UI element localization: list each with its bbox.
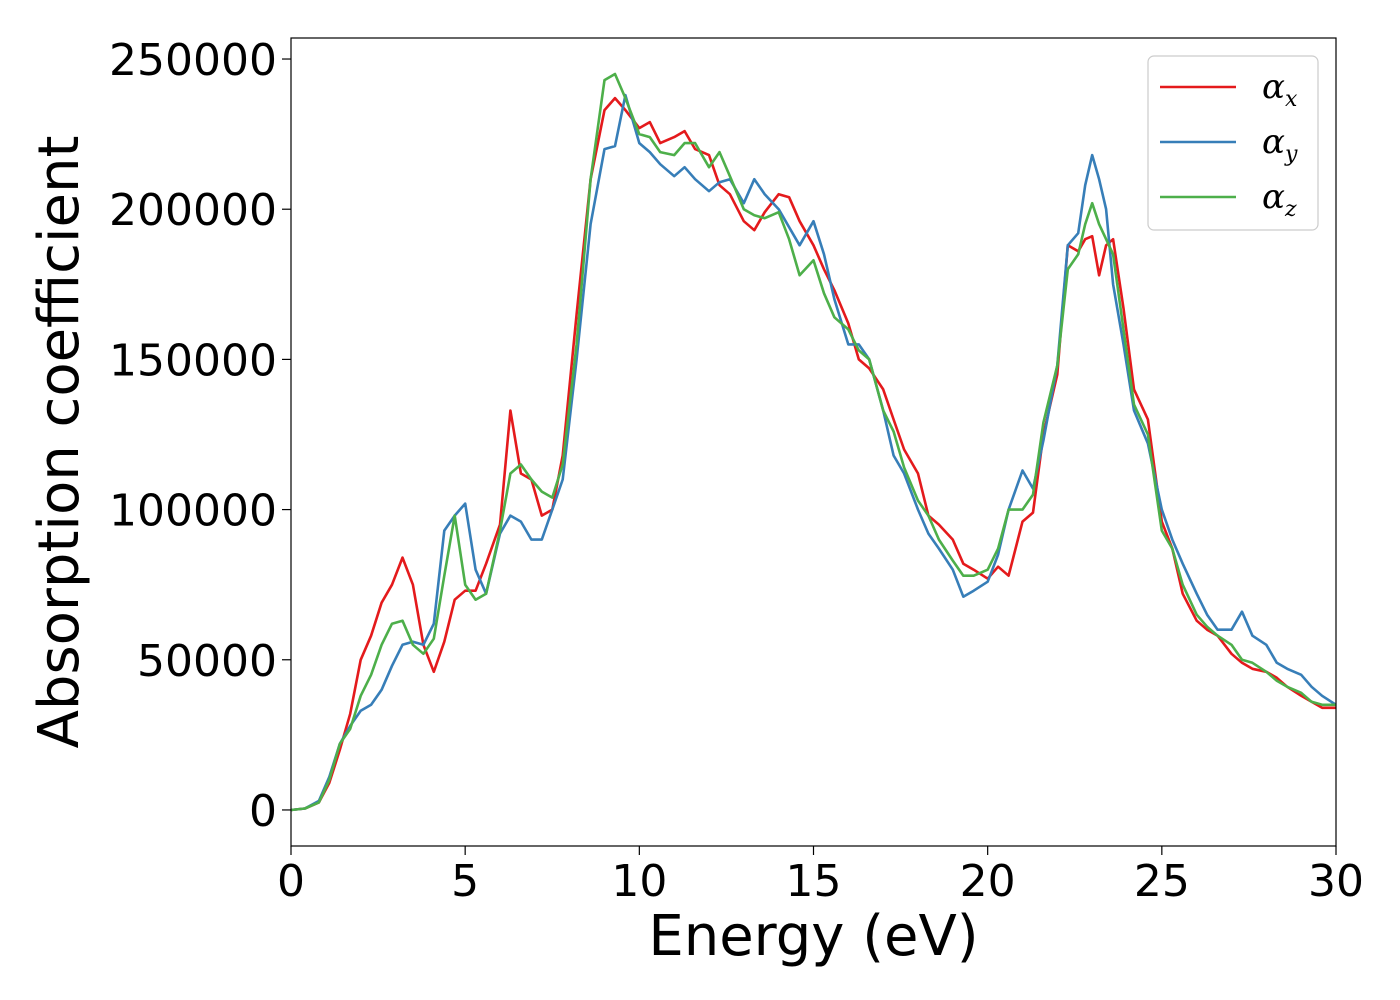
y-tick-label: 100000 xyxy=(109,486,277,537)
y-axis-ticks: 0 50000 100000 150000 200000 250000 xyxy=(109,35,291,837)
x-tick-label: 15 xyxy=(786,856,842,907)
series-lines xyxy=(291,72,1336,812)
x-tick-label: 0 xyxy=(277,856,305,907)
y-tick-label: 150000 xyxy=(109,335,277,386)
x-tick-label: 10 xyxy=(611,856,667,907)
x-axis-title: Energy (eV) xyxy=(648,904,978,969)
legend-label-y: αy xyxy=(1262,122,1298,167)
x-tick-label: 30 xyxy=(1308,856,1364,907)
y-tick-label: 200000 xyxy=(109,185,277,236)
y-tick-label: 250000 xyxy=(109,35,277,86)
x-tick-label: 5 xyxy=(451,856,479,907)
series-line-z xyxy=(291,72,1336,812)
x-tick-label: 20 xyxy=(960,856,1016,907)
y-tick-label: 50000 xyxy=(137,636,277,687)
legend-label-z: αz xyxy=(1262,177,1297,222)
x-axis-ticks: 0 5 10 15 20 25 30 xyxy=(277,846,1364,907)
legend-label-x: αx xyxy=(1262,67,1298,112)
y-tick-label: 0 xyxy=(249,786,277,837)
y-axis-title: Absorption coefficient xyxy=(27,136,92,749)
x-tick-label: 25 xyxy=(1134,856,1190,907)
legend: αx αy αz xyxy=(1147,55,1319,231)
